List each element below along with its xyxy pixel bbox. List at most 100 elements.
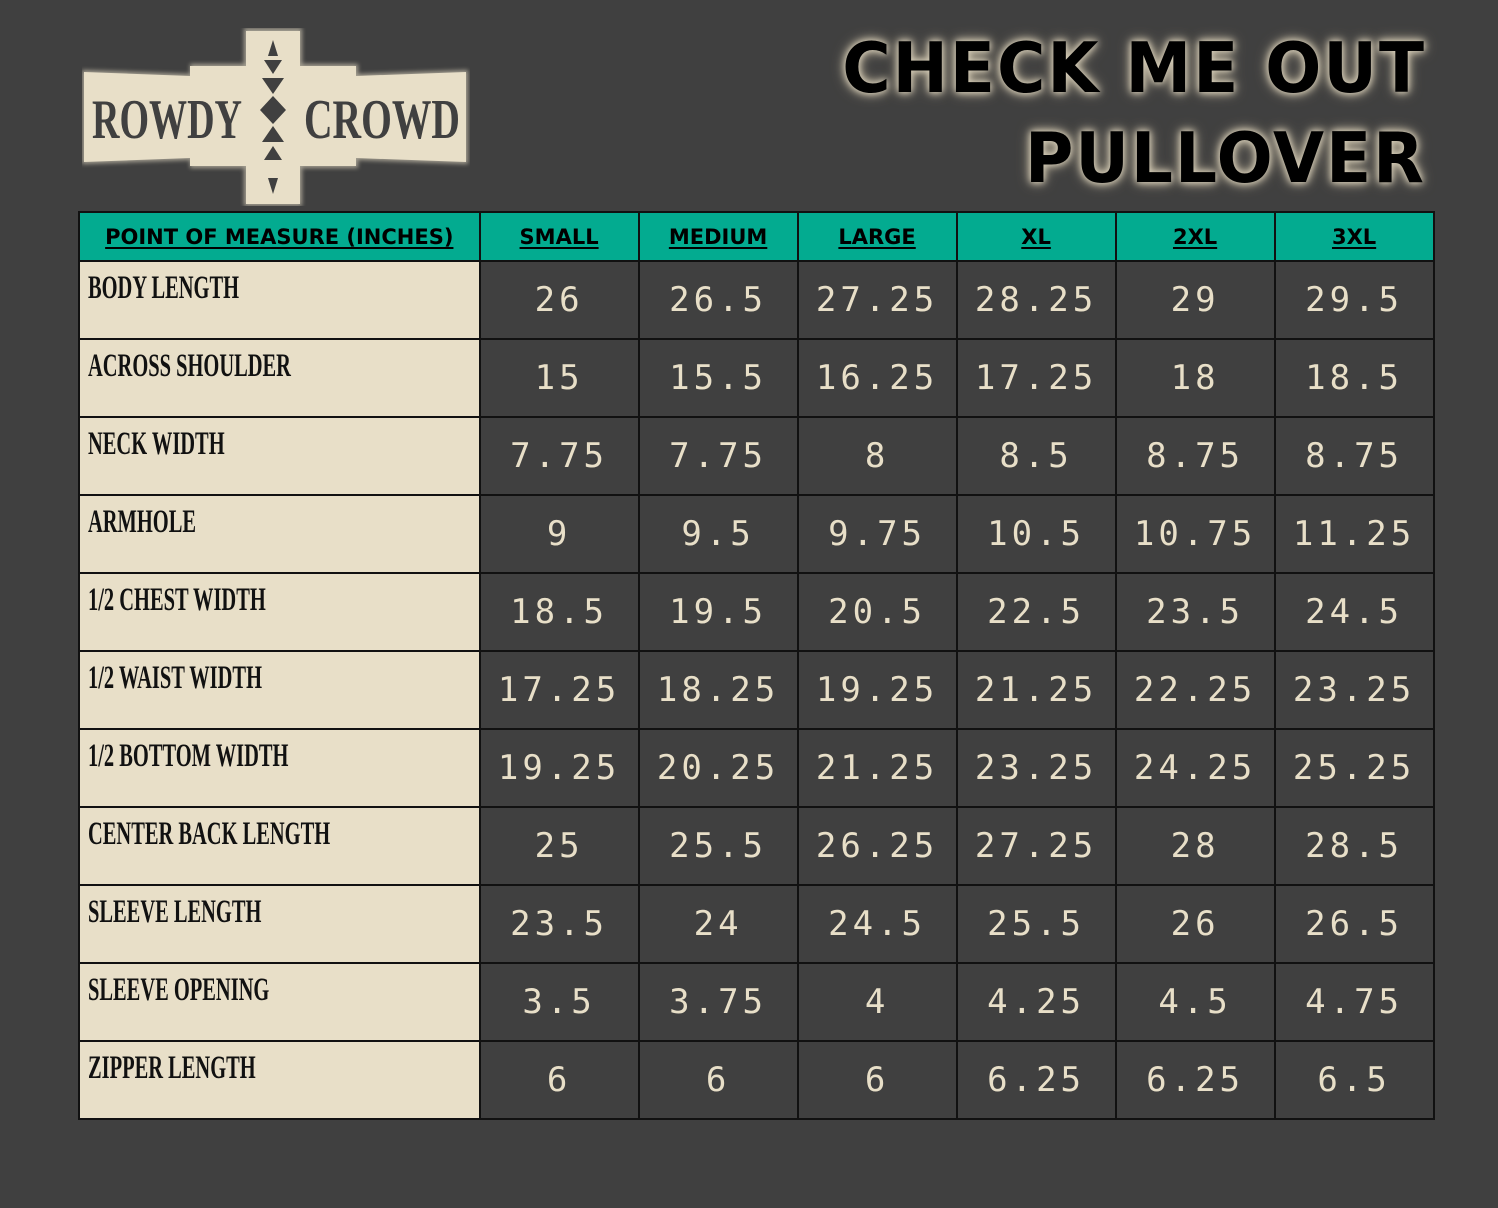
measurement-cell: 6.5 bbox=[1273, 1040, 1435, 1120]
measurement-cell: 26.25 bbox=[796, 806, 958, 886]
measurement-cell: 11.25 bbox=[1273, 494, 1435, 574]
measurement-cell: 6 bbox=[796, 1040, 958, 1120]
measurement-cell: 3.5 bbox=[478, 962, 640, 1042]
column-header-size: MEDIUM bbox=[637, 211, 799, 262]
measurement-cell: 9.5 bbox=[637, 494, 799, 574]
column-header-size: 3XL bbox=[1273, 211, 1435, 262]
measurement-cell: 28.5 bbox=[1273, 806, 1435, 886]
size-chart-table: POINT OF MEASURE (INCHES) SMALL MEDIUM LARG… bbox=[78, 211, 1435, 1120]
product-title-line1: CHECK ME OUT bbox=[842, 28, 1426, 109]
table-header-row: POINT OF MEASURE (INCHES) SMALL MEDIUM LARG… bbox=[78, 211, 1435, 262]
table-row: 1/2 WAIST WIDTH 17.25 18.25 19.25 21.25 22.25… bbox=[78, 650, 1435, 730]
measurement-cell: 6 bbox=[637, 1040, 799, 1120]
measurement-cell: 6 bbox=[478, 1040, 640, 1120]
product-title-line2: PULLOVER bbox=[1024, 118, 1426, 199]
column-header-size: 2XL bbox=[1114, 211, 1276, 262]
row-label-cell: SLEEVE LENGTH bbox=[78, 884, 481, 964]
measurement-cell: 3.75 bbox=[637, 962, 799, 1042]
measurement-cell: 15.5 bbox=[637, 338, 799, 418]
measurement-cell: 4.5 bbox=[1114, 962, 1276, 1042]
measurement-cell: 6.25 bbox=[1114, 1040, 1276, 1120]
measurement-cell: 23.5 bbox=[1114, 572, 1276, 652]
measurement-cell: 19.25 bbox=[796, 650, 958, 730]
measurement-cell: 21.25 bbox=[796, 728, 958, 808]
measurement-cell: 23.25 bbox=[955, 728, 1117, 808]
measurement-cell: 10.5 bbox=[955, 494, 1117, 574]
row-label-cell: ACROSS SHOULDER bbox=[78, 338, 481, 418]
measurement-cell: 9 bbox=[478, 494, 640, 574]
row-label-cell: 1/2 WAIST WIDTH bbox=[78, 650, 481, 730]
row-label-cell: SLEEVE OPENING bbox=[78, 962, 481, 1042]
measurement-cell: 8 bbox=[796, 416, 958, 496]
measurement-cell: 24 bbox=[637, 884, 799, 964]
measurement-cell: 20.25 bbox=[637, 728, 799, 808]
row-label-cell: ARMHOLE bbox=[78, 494, 481, 574]
measurement-cell: 24.5 bbox=[796, 884, 958, 964]
table-row: NECK WIDTH 7.75 7.75 8 8.5 8.75 8.75 bbox=[78, 416, 1435, 496]
table-row: 1/2 BOTTOM WIDTH 19.25 20.25 21.25 23.25 24.2… bbox=[78, 728, 1435, 808]
measurement-cell: 18 bbox=[1114, 338, 1276, 418]
measurement-cell: 24.5 bbox=[1273, 572, 1435, 652]
measurement-cell: 8.75 bbox=[1273, 416, 1435, 496]
measurement-cell: 27.25 bbox=[955, 806, 1117, 886]
measurement-cell: 19.25 bbox=[478, 728, 640, 808]
measurement-cell: 16.25 bbox=[796, 338, 958, 418]
measurement-cell: 15 bbox=[478, 338, 640, 418]
measurement-cell: 7.75 bbox=[478, 416, 640, 496]
measurement-cell: 28 bbox=[1114, 806, 1276, 886]
measurement-cell: 24.25 bbox=[1114, 728, 1276, 808]
table-row: BODY LENGTH 26 26.5 27.25 28.25 29 29.5 bbox=[78, 260, 1435, 340]
measurement-cell: 4.25 bbox=[955, 962, 1117, 1042]
column-header-size: XL bbox=[955, 211, 1117, 262]
measurement-cell: 23.25 bbox=[1273, 650, 1435, 730]
measurement-cell: 6.25 bbox=[955, 1040, 1117, 1120]
measurement-cell: 25.5 bbox=[637, 806, 799, 886]
measurement-cell: 18.5 bbox=[1273, 338, 1435, 418]
measurement-cell: 18.25 bbox=[637, 650, 799, 730]
row-label-cell: CENTER BACK LENGTH bbox=[78, 806, 481, 886]
measurement-cell: 26 bbox=[1114, 884, 1276, 964]
table-row: SLEEVE OPENING 3.5 3.75 4 4.25 4.5 4.75 bbox=[78, 962, 1435, 1042]
row-label: NECK WIDTH bbox=[88, 426, 225, 462]
measurement-cell: 28.25 bbox=[955, 260, 1117, 340]
measurement-cell: 4.75 bbox=[1273, 962, 1435, 1042]
row-label: BODY LENGTH bbox=[88, 270, 240, 306]
table-row: ACROSS SHOULDER 15 15.5 16.25 17.25 18 18.5 bbox=[78, 338, 1435, 418]
measurement-cell: 26.5 bbox=[1273, 884, 1435, 964]
measurement-cell: 22.25 bbox=[1114, 650, 1276, 730]
row-label: ZIPPER LENGTH bbox=[88, 1050, 256, 1086]
row-label: 1/2 WAIST WIDTH bbox=[88, 660, 262, 696]
measurement-cell: 8.5 bbox=[955, 416, 1117, 496]
row-label-cell: NECK WIDTH bbox=[78, 416, 481, 496]
logo-text-left: ROWDY bbox=[92, 89, 242, 151]
column-header-size: SMALL bbox=[478, 211, 640, 262]
measurement-cell: 7.75 bbox=[637, 416, 799, 496]
row-label: ACROSS SHOULDER bbox=[88, 348, 291, 384]
table-row: SLEEVE LENGTH 23.5 24 24.5 25.5 26 26.5 bbox=[78, 884, 1435, 964]
measurement-cell: 4 bbox=[796, 962, 958, 1042]
measurement-cell: 20.5 bbox=[796, 572, 958, 652]
row-label-cell: ZIPPER LENGTH bbox=[78, 1040, 481, 1120]
row-label-cell: 1/2 CHEST WIDTH bbox=[78, 572, 481, 652]
measurement-cell: 22.5 bbox=[955, 572, 1117, 652]
row-label: 1/2 BOTTOM WIDTH bbox=[88, 738, 289, 774]
measurement-cell: 19.5 bbox=[637, 572, 799, 652]
row-label: ARMHOLE bbox=[88, 504, 196, 540]
measurement-cell: 17.25 bbox=[955, 338, 1117, 418]
measurement-cell: 18.5 bbox=[478, 572, 640, 652]
row-label: 1/2 CHEST WIDTH bbox=[88, 582, 266, 618]
measurement-cell: 25.5 bbox=[955, 884, 1117, 964]
measurement-cell: 26.5 bbox=[637, 260, 799, 340]
measurement-cell: 26 bbox=[478, 260, 640, 340]
measurement-cell: 29 bbox=[1114, 260, 1276, 340]
measurement-cell: 10.75 bbox=[1114, 494, 1276, 574]
table-row: CENTER BACK LENGTH 25 25.5 26.25 27.25 28 28.5 bbox=[78, 806, 1435, 886]
measurement-cell: 23.5 bbox=[478, 884, 640, 964]
table-row: ZIPPER LENGTH 6 6 6 6.25 6.25 6.5 bbox=[78, 1040, 1435, 1120]
table-row: ARMHOLE 9 9.5 9.75 10.5 10.75 11.25 bbox=[78, 494, 1435, 574]
measurement-cell: 9.75 bbox=[796, 494, 958, 574]
measurement-cell: 29.5 bbox=[1273, 260, 1435, 340]
measurement-cell: 25 bbox=[478, 806, 640, 886]
measurement-cell: 25.25 bbox=[1273, 728, 1435, 808]
measurement-cell: 21.25 bbox=[955, 650, 1117, 730]
